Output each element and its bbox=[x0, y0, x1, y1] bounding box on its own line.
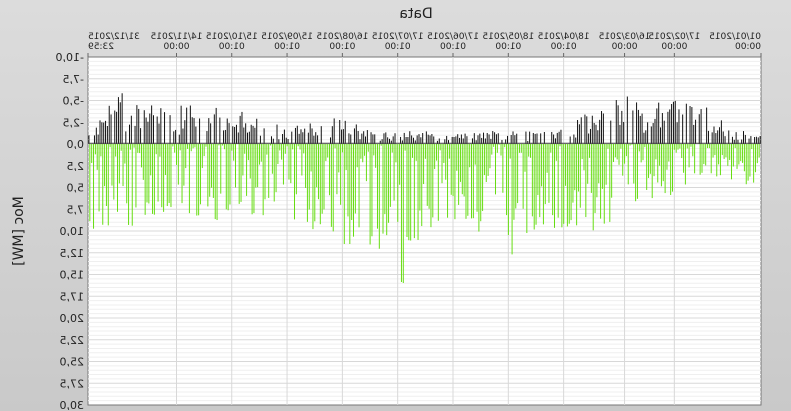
x-tick-time: 01:00 bbox=[440, 42, 466, 52]
y-tick-label: 25,0 bbox=[60, 356, 85, 369]
y-tick-label: -10,0 bbox=[56, 51, 84, 64]
y-tick-label: -2,5 bbox=[63, 116, 84, 129]
y-tick-label: 0,0 bbox=[67, 138, 85, 151]
x-tick-time: 00:00 bbox=[735, 42, 761, 52]
y-tick-label: 2,5 bbox=[67, 160, 85, 173]
x-tick-time: 01:00 bbox=[550, 42, 576, 52]
x-tick-time: 01:00 bbox=[384, 42, 410, 52]
x-tick-date: 31/12/2015 bbox=[88, 32, 140, 42]
x-tick-time: 00:00 bbox=[611, 42, 637, 52]
x-tick-date: 14/11/2015 bbox=[151, 32, 203, 42]
x-tick-date: 18/04/2015 bbox=[538, 32, 590, 42]
x-tick-time: 00:00 bbox=[163, 42, 189, 52]
x-tick-time: 01:00 bbox=[274, 42, 300, 52]
y-tick-label: 7,5 bbox=[67, 203, 85, 216]
y-axis-label: Moc [MW] bbox=[11, 196, 27, 266]
grid-lines bbox=[88, 57, 761, 405]
y-tick-label: 20,0 bbox=[60, 312, 85, 325]
x-tick-date: 17/02/2015 bbox=[648, 32, 700, 42]
x-tick-time: 01:00 bbox=[218, 42, 244, 52]
x-tick-date: 16/08/2015 bbox=[316, 32, 368, 42]
x-tick-date: 16/03/2015 bbox=[599, 32, 651, 42]
y-tick-label: -7,5 bbox=[63, 73, 84, 86]
x-tick-date: 15/10/2015 bbox=[206, 32, 258, 42]
y-tick-labels: -10,0 -7,5 -5,0 -2,5 0,0 2,5 5,0 7,5 10,0 12,5 15,… bbox=[56, 51, 84, 411]
x-tick-date: 17/07/2015 bbox=[372, 32, 424, 42]
bars bbox=[88, 93, 761, 283]
y-tick-label: 30,0 bbox=[60, 399, 85, 411]
y-tick-label: 5,0 bbox=[67, 182, 85, 195]
x-tick-date: 01/01/2015 bbox=[709, 32, 761, 42]
x-tick-date: 18/05/2015 bbox=[482, 32, 534, 42]
x-tick-date: 15/09/2015 bbox=[261, 32, 313, 42]
y-tick-label: -5,0 bbox=[63, 95, 84, 108]
x-tick-time: 00:00 bbox=[661, 42, 687, 52]
x-tick-time: 23:59 bbox=[88, 42, 114, 52]
x-tick-time: 01:00 bbox=[329, 42, 355, 52]
y-tick-label: 27,5 bbox=[60, 377, 85, 390]
y-tick-label: 15,0 bbox=[60, 269, 85, 282]
x-axis-label: Data bbox=[399, 6, 432, 22]
y-tick-label: 10,0 bbox=[60, 225, 85, 238]
x-tick-date: 17/06/2015 bbox=[427, 32, 479, 42]
y-tick-label: 22,5 bbox=[60, 334, 85, 347]
x-tick-labels: 01/01/201500:0017/02/201500:0016/03/2015… bbox=[87, 32, 762, 57]
y-tick-label: 17,5 bbox=[60, 290, 85, 303]
y-tick-label: 12,5 bbox=[60, 247, 85, 260]
x-tick-time: 01:00 bbox=[495, 42, 521, 52]
